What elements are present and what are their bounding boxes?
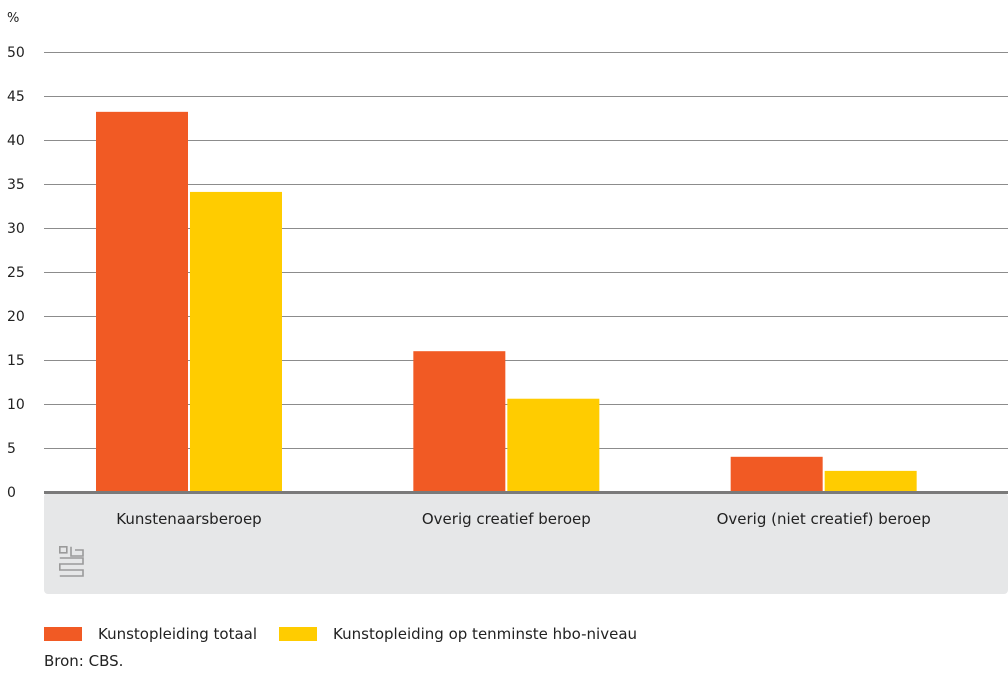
y-tick-label: 35	[7, 177, 25, 193]
y-tick-label: 5	[7, 441, 16, 457]
y-tick-label: 20	[7, 309, 25, 325]
y-axis-unit-label: %	[7, 11, 19, 26]
y-tick-label: 50	[7, 45, 25, 61]
legend-swatch	[44, 627, 82, 641]
cbs-logo	[59, 546, 84, 577]
y-tick-label: 40	[7, 133, 25, 149]
legend-label: Kunstopleiding totaal	[98, 625, 258, 643]
category-label: Kunstenaarsberoep	[116, 510, 261, 528]
legend-item: Kunstopleiding op tenminste hbo-niveau	[279, 625, 637, 643]
bar-hbo-1	[507, 398, 600, 492]
y-tick-label: 45	[7, 89, 25, 105]
legend-swatch	[279, 627, 318, 641]
y-tick-label: 15	[7, 353, 25, 369]
y-tick-label: 25	[7, 265, 25, 281]
y-tick-label: 10	[7, 397, 25, 413]
legend: Kunstopleiding totaal Kunstopleiding op t…	[44, 625, 659, 643]
bar-hbo-0	[190, 191, 282, 493]
y-tick-label: 30	[7, 221, 25, 237]
bar-chart: % 0 5 10 15 20 25 30 35 40 45 50 Kunstenaarsberoep…	[7, 11, 1008, 594]
bar-totaal-1	[413, 351, 506, 492]
bar-totaal-2	[730, 456, 823, 492]
category-label: Overig creatief beroep	[422, 510, 591, 528]
y-tick-label: 0	[7, 485, 16, 501]
legend-item: Kunstopleiding totaal	[44, 625, 257, 643]
bar-hbo-2	[824, 470, 917, 492]
category-panel	[44, 493, 1008, 594]
category-label: Overig (niet creatief) beroep	[717, 510, 931, 528]
source-note: Bron: CBS.	[44, 652, 124, 670]
legend-label: Kunstopleiding op tenminste hbo-niveau	[333, 625, 638, 643]
bar-totaal-0	[96, 111, 188, 492]
